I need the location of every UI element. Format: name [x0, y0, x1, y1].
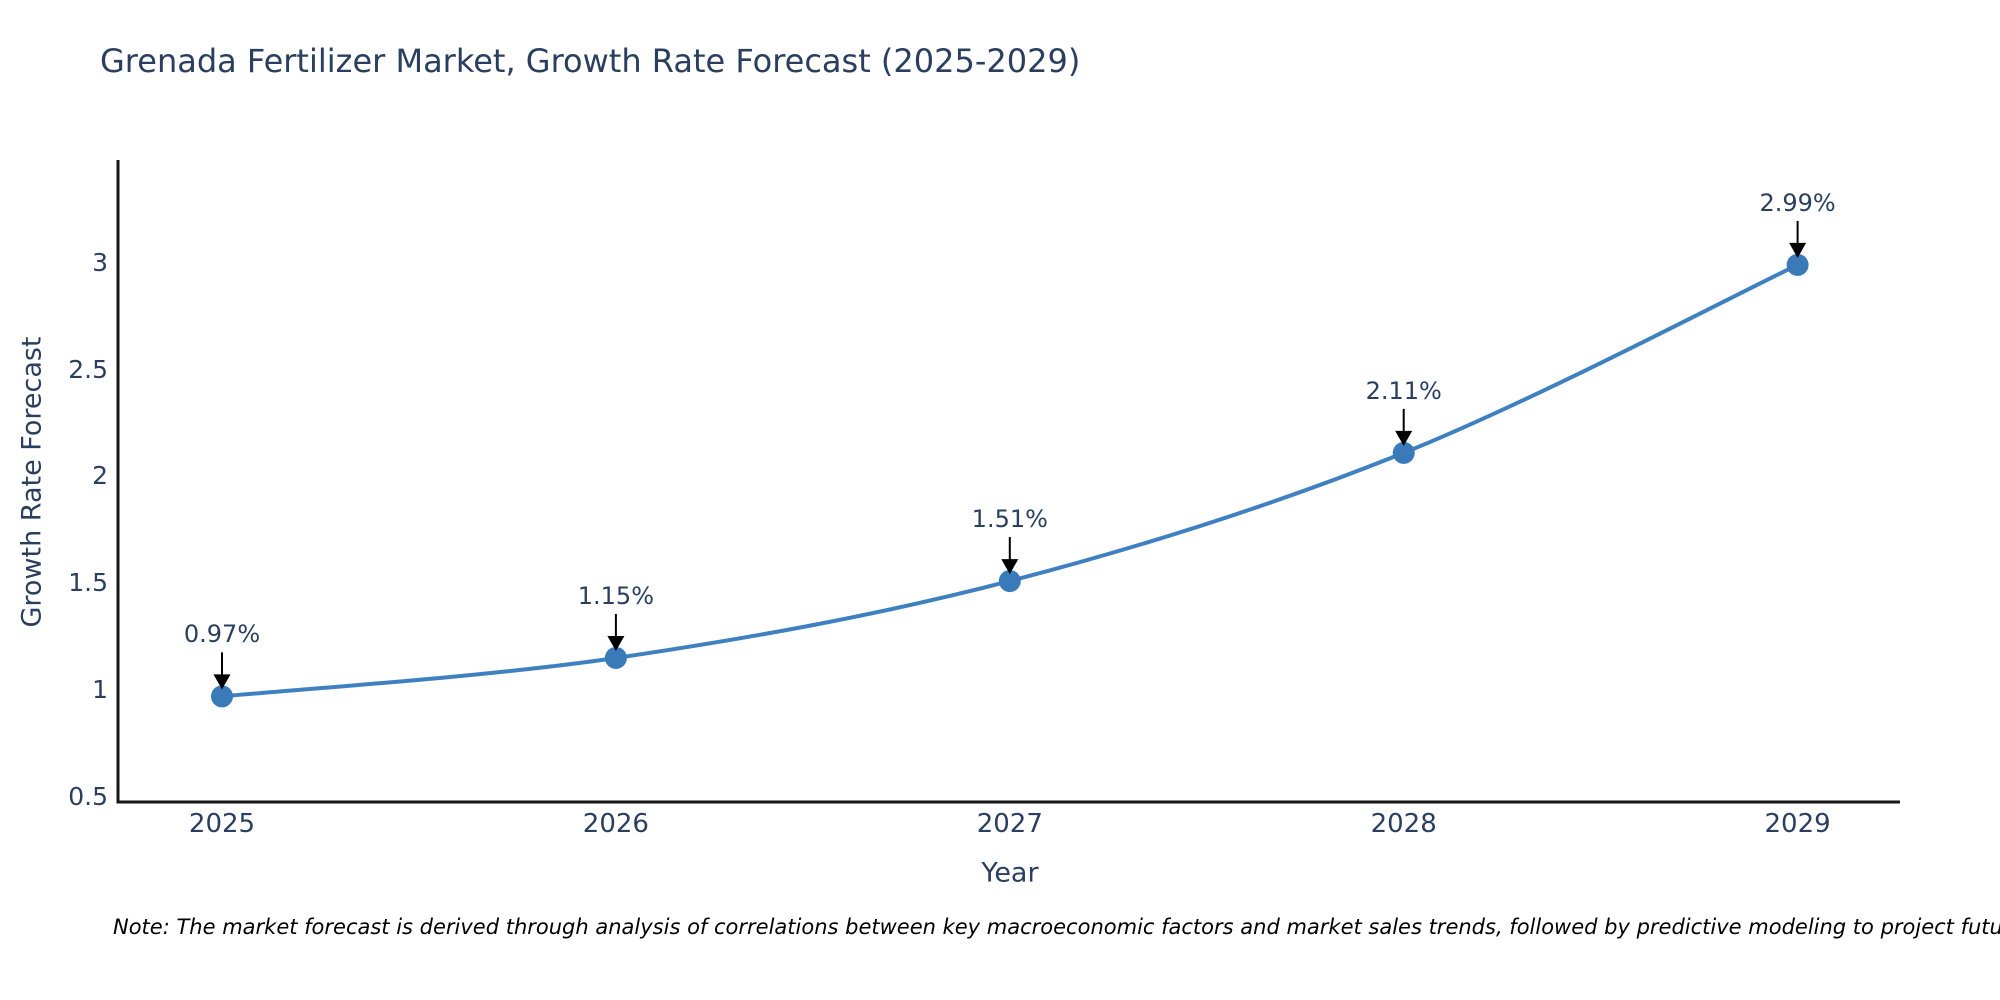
annotation-arrowhead: [607, 635, 625, 651]
y-tick-label: 1: [92, 675, 108, 704]
data-point-marker[interactable]: [1786, 253, 1809, 276]
chart-title: Grenada Fertilizer Market, Growth Rate F…: [100, 42, 1081, 80]
data-point-marker[interactable]: [211, 685, 233, 708]
data-point-marker[interactable]: [998, 570, 1021, 593]
x-tick-label: 2029: [1764, 809, 1831, 839]
point-annotation-label: 0.97%: [183, 620, 261, 649]
point-annotation-label: 1.51%: [971, 505, 1048, 534]
y-tick-label: 0.5: [68, 781, 108, 811]
x-tick-label: 2026: [582, 809, 649, 839]
y-tick-label: 3: [92, 247, 108, 277]
y-tick-label: 1.5: [68, 568, 108, 598]
annotation-arrowhead: [1001, 559, 1019, 575]
data-point-marker[interactable]: [1392, 441, 1415, 464]
x-tick-label: 2028: [1370, 809, 1437, 839]
point-annotation-label: 2.99%: [1759, 188, 1836, 217]
x-tick-label: 2027: [976, 809, 1043, 839]
footnote: Note: The market forecast is derived thr…: [113, 915, 2000, 939]
point-annotation-label: 1.15%: [577, 581, 655, 610]
y-tick-label: 2.5: [68, 354, 108, 384]
annotation-arrowhead: [213, 674, 231, 690]
data-point-marker[interactable]: [604, 646, 627, 669]
annotation-arrowhead: [1395, 430, 1413, 446]
point-annotation-label: 2.11%: [1365, 376, 1442, 405]
x-axis-title: Year: [981, 857, 1039, 889]
annotation-arrowhead: [1789, 242, 1807, 258]
x-tick-label: 2025: [188, 809, 256, 839]
trend-line: [220, 262, 1800, 699]
y-tick-label: 2: [92, 461, 108, 491]
